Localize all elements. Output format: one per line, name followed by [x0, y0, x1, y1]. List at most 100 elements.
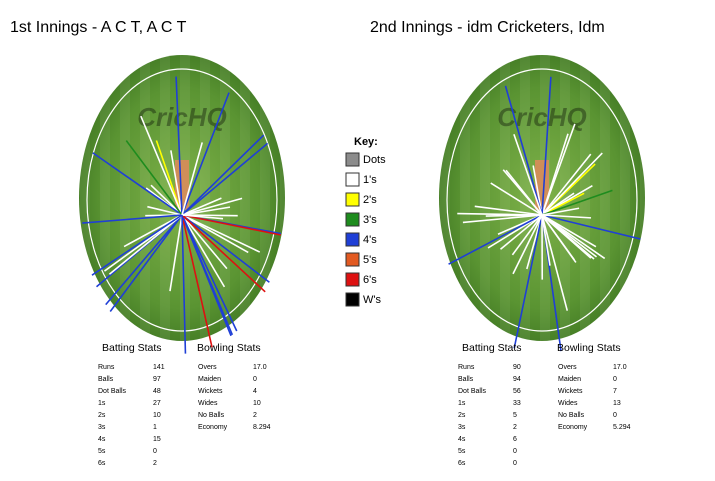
key-swatch: [345, 172, 360, 187]
stat-value: 8.294: [253, 424, 271, 431]
stat-value: 4: [253, 388, 257, 395]
shot-line: [474, 205, 543, 216]
watermark: CricHQ: [137, 102, 227, 132]
stat-label: 5s: [458, 448, 466, 455]
stat-label: Dot Balls: [458, 388, 487, 395]
stat-value: 0: [513, 460, 517, 467]
stat-label: 4s: [458, 436, 466, 443]
shot-line: [181, 214, 226, 288]
shot-line: [512, 214, 543, 275]
shot-line: [448, 214, 543, 265]
shot-line: [181, 214, 187, 354]
shot-line: [511, 214, 543, 256]
stat-value: 7: [613, 388, 617, 395]
stats-header: Bowling Stats: [557, 342, 621, 354]
shot-line: [181, 214, 266, 293]
shot-line: [181, 214, 282, 236]
key-title: Key:: [354, 136, 378, 148]
stat-value: 0: [253, 376, 257, 383]
shot-line: [513, 133, 543, 216]
stat-label: 5s: [98, 448, 106, 455]
stat-label: 6s: [98, 460, 106, 467]
stat-value: 17.0: [613, 364, 627, 371]
stat-value: 0: [513, 448, 517, 455]
shot-line: [181, 214, 224, 220]
stat-label: 2s: [458, 412, 466, 419]
stat-label: No Balls: [558, 412, 585, 419]
stat-value: 141: [153, 364, 165, 371]
shot-line: [541, 189, 613, 216]
key-label: 3's: [363, 214, 377, 226]
key-swatch: [345, 192, 360, 207]
key: Key: Dots 1's 2's 3's 4's 5's 6's W's: [345, 136, 386, 307]
key-label: 6's: [363, 274, 377, 286]
shot-line: [170, 150, 183, 216]
shot-line: [181, 214, 238, 332]
stat-label: Overs: [558, 364, 577, 371]
shot-line: [181, 197, 243, 216]
shot-line: [513, 214, 543, 349]
key-swatch: [345, 252, 360, 267]
stat-label: Balls: [98, 376, 114, 383]
stat-label: Maiden: [558, 376, 581, 383]
shot-line: [147, 205, 183, 216]
shot-line: [181, 214, 270, 283]
stat-value: 6: [513, 436, 517, 443]
shot-line: [169, 214, 183, 292]
stat-value: 2: [153, 460, 157, 467]
key-label: Dots: [363, 154, 386, 166]
shot-line: [181, 214, 249, 254]
stat-label: Wides: [558, 400, 578, 407]
key-label: W's: [363, 294, 381, 306]
key-swatch: [345, 272, 360, 287]
stat-value: 2: [253, 412, 257, 419]
stat-value: 0: [613, 412, 617, 419]
stats-header: Batting Stats: [102, 342, 162, 354]
stat-value: 0: [613, 376, 617, 383]
shot-line: [181, 206, 231, 216]
stat-label: 3s: [458, 424, 466, 431]
shot-line: [181, 142, 269, 216]
innings-title: 1st Innings - A C T, A C T: [10, 19, 187, 36]
stat-label: 2s: [98, 412, 106, 419]
stat-value: 17.0: [253, 364, 267, 371]
key-swatch: [345, 292, 360, 307]
shot-line: [541, 214, 551, 266]
shot-line: [181, 142, 203, 216]
shot-line: [532, 165, 543, 216]
stat-value: 33: [513, 400, 521, 407]
boundary-rope: [446, 68, 638, 332]
shot-line: [541, 192, 575, 216]
innings-panel: 1st Innings - A C T, A C T CricHQ Batting …: [10, 19, 285, 467]
stats-header: Batting Stats: [462, 342, 522, 354]
shot-line: [181, 134, 265, 216]
stat-label: Economy: [198, 424, 228, 431]
shot-line: [105, 214, 183, 306]
stat-label: 1s: [458, 400, 466, 407]
shot-line: [541, 152, 603, 216]
stat-label: Balls: [458, 376, 474, 383]
boundary-rope: [86, 68, 278, 332]
stat-value: 5.294: [613, 424, 631, 431]
stat-label: Maiden: [198, 376, 221, 383]
stat-value: 10: [153, 412, 161, 419]
shot-line: [123, 214, 183, 248]
shot-line: [504, 85, 543, 216]
stat-value: 0: [153, 448, 157, 455]
shot-line: [181, 214, 213, 348]
stat-value: 48: [153, 388, 161, 395]
stats-header: Bowling Stats: [197, 342, 261, 354]
shot-line: [500, 214, 543, 250]
shot-line: [140, 115, 183, 216]
stat-value: 56: [513, 388, 521, 395]
stat-label: 3s: [98, 424, 106, 431]
stat-label: 1s: [98, 400, 106, 407]
shot-line: [91, 214, 183, 276]
stat-value: 94: [513, 376, 521, 383]
shot-line: [541, 214, 569, 311]
shot-line: [541, 214, 592, 219]
stat-label: Runs: [98, 364, 115, 371]
shot-line: [150, 184, 183, 216]
shot-line: [155, 140, 183, 216]
stat-value: 10: [253, 400, 261, 407]
